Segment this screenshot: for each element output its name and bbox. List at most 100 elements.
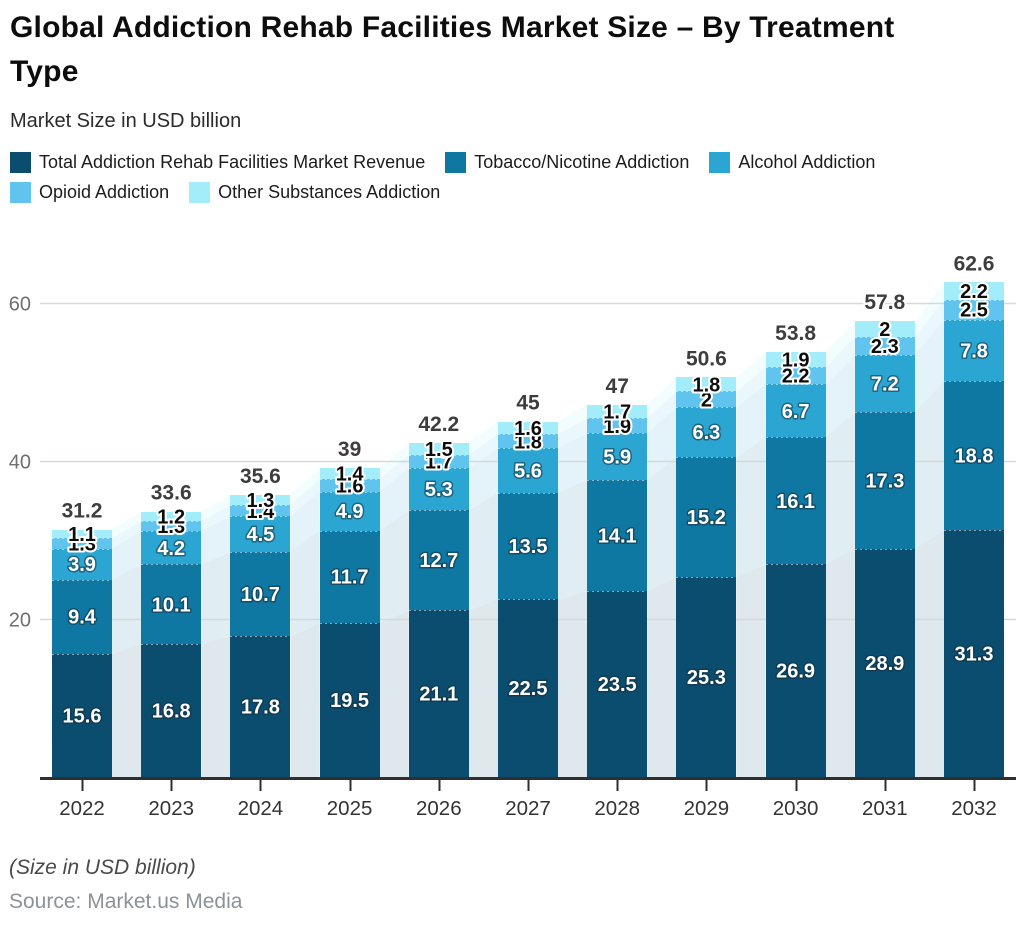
segment-value-label: 1.9 (782, 349, 810, 371)
band (558, 480, 588, 600)
bar-segment (766, 564, 826, 777)
bar-segment (498, 493, 558, 599)
bar-segment (52, 538, 112, 549)
band (914, 381, 944, 549)
total-value-label: 62.6 (954, 252, 995, 275)
segment-value-label: 1.7 (425, 451, 453, 473)
legend-item-opioid-addiction[interactable]: Opioid Addiction (10, 182, 169, 203)
bar-segment (320, 492, 380, 531)
bar-segment (320, 468, 380, 479)
legend-swatch (445, 152, 467, 173)
segment-value-label: 13.5 (509, 536, 548, 558)
bar-segment (587, 418, 647, 433)
segment-value-label: 1.4 (336, 464, 365, 486)
bar-segment (766, 352, 826, 367)
legend-swatch (709, 152, 731, 173)
segment-value-label: 6.3 (692, 422, 720, 444)
legend-swatch (10, 152, 31, 173)
bar-segment (52, 580, 112, 654)
bar-segment (52, 654, 112, 777)
segment-value-label: 2 (879, 319, 890, 341)
segment-value-label: 14.1 (598, 526, 637, 548)
band (201, 636, 231, 777)
total-value-label: 47 (606, 375, 629, 398)
segment-value-label: 1.8 (692, 374, 720, 396)
band (290, 530, 320, 637)
segment-value-label: 4.9 (336, 501, 364, 523)
x-tick-label: 2022 (59, 797, 105, 820)
band (112, 511, 142, 539)
segment-value-label: 15.2 (687, 507, 726, 529)
segment-value-label: 1.3 (246, 490, 274, 512)
bar-segment (498, 448, 558, 493)
segment-value-label: 18.8 (955, 445, 994, 467)
bar-segment (855, 321, 915, 337)
segment-value-label: 6.7 (782, 401, 810, 423)
legend-item-alcohol-addiction[interactable]: Alcohol Addiction (709, 152, 875, 173)
band (201, 495, 231, 521)
bar-segment (409, 443, 469, 455)
legend-label: Opioid Addiction (39, 182, 170, 202)
bar-segment (141, 531, 201, 564)
legend-label: Alcohol Addiction (738, 152, 876, 172)
bar-segment (230, 516, 290, 552)
band (736, 564, 766, 777)
bar-segment (944, 300, 1004, 320)
segment-value-label: 16.8 (152, 701, 191, 723)
segment-value-label: 1.3 (157, 516, 185, 538)
segment-value-label: 1.4 (246, 501, 275, 523)
band (647, 391, 677, 434)
bar-segment (52, 549, 112, 580)
bar-segment (766, 437, 826, 564)
x-tick-label: 2030 (773, 797, 819, 820)
y-tick-label: 20 (9, 610, 31, 632)
band (914, 529, 944, 777)
bar-segment (944, 282, 1004, 300)
band (112, 564, 142, 654)
total-value-label: 39 (338, 438, 361, 461)
bar-segment (498, 422, 558, 434)
segment-value-label: 22.5 (509, 678, 548, 700)
segment-value-label: 10.1 (152, 594, 191, 616)
legend-item-tobacco-nicotine-addiction[interactable]: Tobacco/Nicotine Addiction (445, 152, 689, 173)
band (379, 510, 409, 623)
bar-segment (855, 412, 915, 549)
x-tick-label: 2024 (238, 797, 284, 820)
segment-value-label: 12.7 (419, 550, 458, 572)
band (112, 644, 142, 777)
segment-value-label: 1.7 (603, 402, 631, 424)
x-tick-label: 2031 (862, 797, 908, 820)
total-value-label: 45 (516, 392, 540, 415)
legend: Total Addiction Rehab Facilities Market … (10, 152, 1012, 203)
bar-segment (676, 577, 736, 777)
segment-value-label: 7.2 (871, 374, 899, 396)
band (379, 610, 409, 777)
segment-value-label: 21.1 (419, 684, 458, 706)
legend-swatch (189, 182, 211, 203)
legend-item-other-substances-addiction[interactable]: Other Substances Addiction (189, 182, 440, 203)
band (112, 521, 142, 549)
segment-value-label: 25.3 (687, 667, 726, 689)
segment-value-label: 9.4 (68, 607, 97, 629)
band (736, 437, 766, 578)
x-tick-label: 2025 (327, 797, 373, 820)
segment-value-label: 31.3 (955, 643, 994, 665)
segment-value-label: 1.1 (68, 524, 96, 546)
band (914, 299, 944, 356)
segment-value-label: 17.3 (865, 470, 904, 492)
segment-value-label: 28.9 (865, 653, 904, 675)
segment-value-label: 3.9 (68, 554, 96, 576)
legend-label: Total Addiction Rehab Facilities Market … (39, 152, 426, 172)
x-tick-label: 2026 (416, 797, 462, 820)
bar-segment (230, 552, 290, 636)
segment-value-label: 1.2 (157, 506, 185, 528)
legend-item-total-addiction-rehab-facilities-market-revenue[interactable]: Total Addiction Rehab Facilities Market … (10, 152, 425, 173)
band (558, 433, 588, 493)
stacked-bar-plot: 20406015.69.43.91.31.131.216.810.14.21.3… (9, 250, 1016, 820)
total-value-label: 57.8 (864, 291, 905, 314)
band (825, 337, 855, 385)
segment-value-label: 1.5 (425, 439, 453, 461)
x-tick-label: 2027 (505, 797, 551, 820)
x-tick-label: 2023 (148, 797, 194, 820)
